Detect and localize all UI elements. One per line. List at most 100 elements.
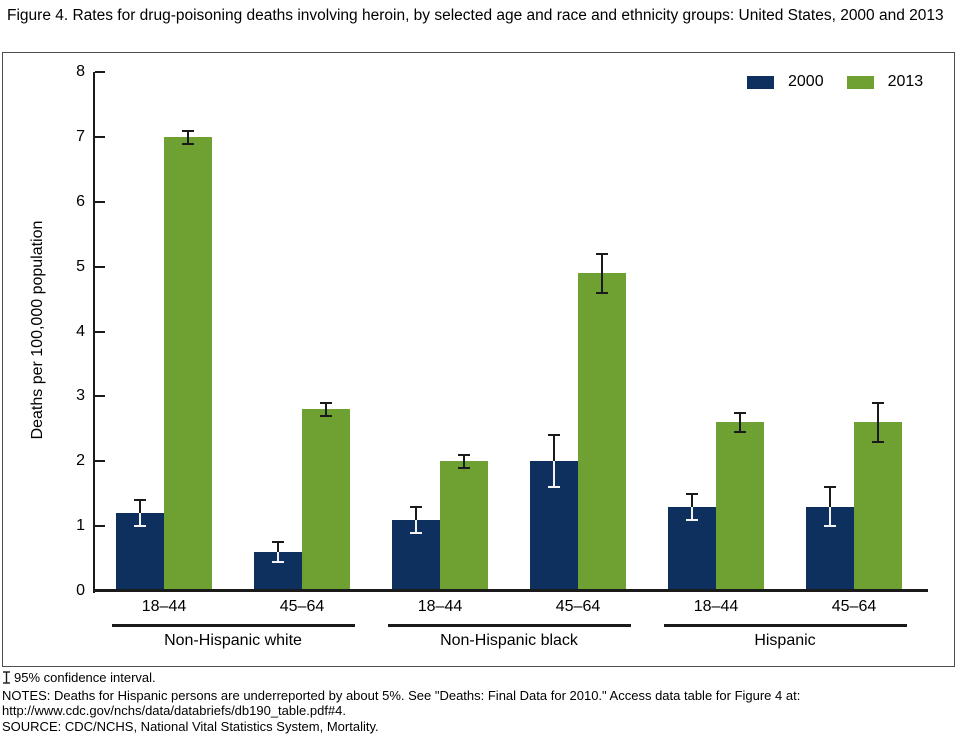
error-bar-cap-top <box>458 453 470 456</box>
group-underline <box>112 624 355 627</box>
figure-notes: 95% confidence interval. NOTES: Deaths f… <box>2 670 950 734</box>
error-bar-line-lower <box>415 519 417 533</box>
y-tick-label: 2 <box>76 452 85 470</box>
error-bar-line-lower <box>601 273 603 293</box>
y-tick-label: 0 <box>76 582 85 599</box>
y-axis-line <box>93 72 95 593</box>
error-bar-cap-top <box>410 505 422 508</box>
error-bar-cap-top <box>686 492 698 495</box>
error-bar-line-upper <box>739 412 741 423</box>
legend-label-2013: 2013 <box>887 73 924 90</box>
y-tick <box>95 330 105 333</box>
error-bar-cap-bottom <box>734 431 746 434</box>
error-bar-line-lower <box>187 137 189 144</box>
error-bar-cap-bottom <box>182 142 194 145</box>
y-tick-label: 8 <box>76 63 85 81</box>
y-tick-label: 3 <box>76 387 85 405</box>
error-bar-cap-bottom <box>272 560 284 563</box>
age-label: 45–64 <box>279 598 325 615</box>
figure-title: Figure 4. Rates for drug-poisoning death… <box>7 7 944 24</box>
error-bar-line-upper <box>415 506 417 520</box>
error-bar-line-upper <box>691 493 693 507</box>
error-bar-line-lower <box>553 461 555 488</box>
legend-swatch-2000 <box>747 75 774 89</box>
error-bar-cap-top <box>134 499 146 502</box>
error-bar-line-lower <box>325 409 327 416</box>
error-bar-line-lower <box>739 422 741 433</box>
error-bar-line-upper <box>277 542 279 553</box>
y-tick <box>95 395 105 398</box>
age-label: 45–64 <box>831 598 877 615</box>
error-bar-line-lower <box>139 513 141 527</box>
y-tick-label: 5 <box>76 257 85 275</box>
error-bar-cap-bottom <box>686 518 698 521</box>
error-bar-line-lower <box>877 422 879 442</box>
group-label: Non-Hispanic white <box>164 632 302 649</box>
y-tick-label: 6 <box>76 192 85 210</box>
error-bar-line-upper <box>829 487 831 507</box>
y-tick <box>95 71 105 74</box>
error-bar-cap-top <box>824 486 836 489</box>
confidence-interval-note: 95% confidence interval. <box>2 670 950 688</box>
chart-frame: Deaths per 100,000 population 2000 2013 … <box>2 52 955 667</box>
bar-2013-3 <box>578 273 626 591</box>
error-bar-cap-top <box>320 401 332 404</box>
error-bar-line-upper <box>139 500 141 514</box>
y-tick-label: 1 <box>76 517 85 535</box>
y-tick <box>95 525 105 528</box>
confidence-interval-text: 95% confidence interval. <box>14 670 156 685</box>
y-tick-label: 4 <box>76 322 85 340</box>
error-bar-cap-bottom <box>872 440 884 443</box>
legend-swatch-2013 <box>846 75 874 89</box>
age-label: 18–44 <box>141 598 187 615</box>
group-underline <box>388 624 631 627</box>
error-bar-cap-top <box>182 129 194 132</box>
y-tick-label: 7 <box>76 128 85 146</box>
bar-2013-2 <box>440 461 488 591</box>
error-bar-cap-bottom <box>320 414 332 417</box>
bar-2013-5 <box>854 422 902 591</box>
error-bar-line-lower <box>691 506 693 520</box>
error-bar-line-upper <box>325 402 327 410</box>
bar-2000-4 <box>668 506 716 591</box>
error-bar-line-lower <box>829 506 831 527</box>
legend-label-2000: 2000 <box>788 73 824 90</box>
error-bar-line-lower <box>277 552 279 562</box>
error-bar-cap-bottom <box>458 466 470 469</box>
bar-2013-4 <box>716 422 764 591</box>
source-text: SOURCE: CDC/NCHS, National Vital Statist… <box>2 718 379 734</box>
error-bar-line-upper <box>187 130 189 138</box>
error-bar-line-upper <box>877 402 879 423</box>
plot-area: 0 1 2 3 4 5 6 7 8 18–44 45–64 18–44 45–64 18–44 45–64 N… <box>3 53 954 666</box>
y-tick <box>95 460 105 463</box>
error-bar-cap-top <box>548 434 560 437</box>
x-axis-line <box>93 589 928 592</box>
error-bar-line-lower <box>463 461 465 468</box>
error-bar-cap-top <box>872 401 884 404</box>
legend: 2000 2013 <box>747 73 923 91</box>
age-label: 45–64 <box>555 598 601 615</box>
bar-2013-1 <box>302 409 350 591</box>
error-bar-cap-bottom <box>548 486 560 489</box>
error-bar-cap-bottom <box>596 291 608 294</box>
notes-text: NOTES: Deaths for Hispanic persons are u… <box>2 687 801 719</box>
group-label: Non-Hispanic black <box>440 632 578 649</box>
error-bar-cap-top <box>734 411 746 414</box>
error-bar-cap-bottom <box>134 525 146 528</box>
y-tick <box>95 136 105 139</box>
error-bar-icon <box>2 671 11 688</box>
group-underline <box>664 624 907 627</box>
bar-2013-0 <box>164 137 212 591</box>
error-bar-line-upper <box>601 253 603 274</box>
y-tick <box>95 265 105 268</box>
error-bar-cap-top <box>272 541 284 544</box>
y-tick <box>95 200 105 203</box>
error-bar-cap-bottom <box>410 531 422 534</box>
group-label: Hispanic <box>754 632 816 649</box>
error-bar-cap-bottom <box>824 525 836 528</box>
error-bar-line-upper <box>463 454 465 462</box>
error-bar-cap-top <box>596 252 608 255</box>
age-label: 18–44 <box>417 598 463 615</box>
age-label: 18–44 <box>693 598 739 615</box>
